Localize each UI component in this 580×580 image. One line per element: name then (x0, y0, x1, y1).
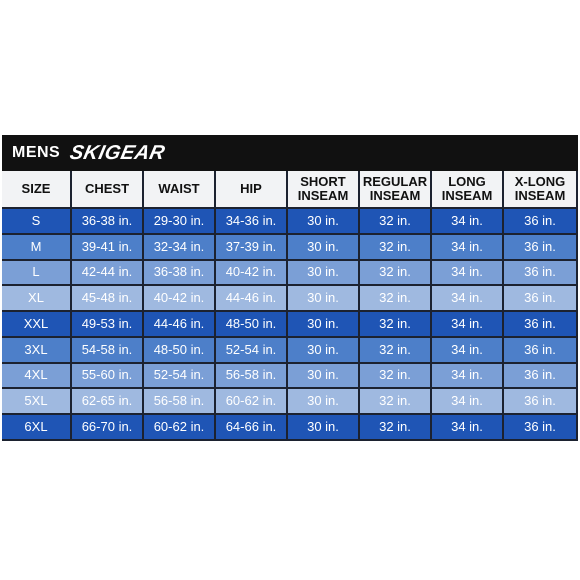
cell-short-inseam: 30 in. (288, 389, 360, 416)
cell-short-inseam: 30 in. (288, 234, 360, 261)
cell-long-inseam: 34 in. (432, 234, 504, 261)
cell-x-long-inseam: 36 in. (504, 415, 578, 441)
cell-chest: 55-60 in. (72, 363, 144, 390)
cell-waist: 44-46 in. (144, 312, 216, 338)
cell-size: 4XL (2, 363, 72, 390)
cell-short-inseam: 30 in. (288, 363, 360, 390)
cell-x-long-inseam: 36 in. (504, 389, 578, 416)
cell-size: M (2, 234, 72, 261)
cell-x-long-inseam: 36 in. (504, 209, 578, 235)
cell-chest: 54-58 in. (72, 337, 144, 364)
cell-size: XL (2, 286, 72, 313)
cell-short-inseam: 30 in. (288, 286, 360, 313)
cell-regular-inseam: 32 in. (360, 389, 432, 416)
header-long-inseam: LONG INSEAM (432, 171, 504, 209)
cell-waist: 56-58 in. (144, 389, 216, 416)
cell-size: XXL (2, 312, 72, 338)
header-regular-inseam: REGULAR INSEAM (360, 171, 432, 209)
cell-hip: 48-50 in. (216, 312, 288, 338)
cell-waist: 52-54 in. (144, 363, 216, 390)
cell-hip: 56-58 in. (216, 363, 288, 390)
cell-chest: 49-53 in. (72, 312, 144, 338)
cell-x-long-inseam: 36 in. (504, 337, 578, 364)
size-table: SIZE CHEST WAIST HIP SHORT INSEAM REGULA… (2, 171, 578, 441)
header-hip: HIP (216, 171, 288, 209)
cell-regular-inseam: 32 in. (360, 415, 432, 441)
cell-long-inseam: 34 in. (432, 312, 504, 338)
cell-chest: 42-44 in. (72, 260, 144, 287)
cell-chest: 39-41 in. (72, 234, 144, 261)
size-chart: MENS SKIGEAR SIZE CHEST WAIST HIP SHORT … (2, 135, 578, 441)
cell-waist: 36-38 in. (144, 260, 216, 287)
cell-size: L (2, 260, 72, 287)
cell-hip: 34-36 in. (216, 209, 288, 235)
cell-x-long-inseam: 36 in. (504, 234, 578, 261)
cell-regular-inseam: 32 in. (360, 337, 432, 364)
cell-x-long-inseam: 36 in. (504, 312, 578, 338)
cell-hip: 64-66 in. (216, 415, 288, 441)
cell-hip: 52-54 in. (216, 337, 288, 364)
cell-size: 6XL (2, 415, 72, 441)
cell-chest: 62-65 in. (72, 389, 144, 416)
cell-long-inseam: 34 in. (432, 337, 504, 364)
header-chest: CHEST (72, 171, 144, 209)
cell-short-inseam: 30 in. (288, 260, 360, 287)
cell-waist: 40-42 in. (144, 286, 216, 313)
cell-chest: 45-48 in. (72, 286, 144, 313)
header-short-inseam: SHORT INSEAM (288, 171, 360, 209)
cell-size: 3XL (2, 337, 72, 364)
header-x-long-inseam: X-LONG INSEAM (504, 171, 578, 209)
cell-waist: 60-62 in. (144, 415, 216, 441)
cell-regular-inseam: 32 in. (360, 312, 432, 338)
cell-x-long-inseam: 36 in. (504, 363, 578, 390)
cell-regular-inseam: 32 in. (360, 363, 432, 390)
cell-x-long-inseam: 36 in. (504, 286, 578, 313)
cell-long-inseam: 34 in. (432, 363, 504, 390)
cell-hip: 40-42 in. (216, 260, 288, 287)
cell-regular-inseam: 32 in. (360, 234, 432, 261)
cell-waist: 48-50 in. (144, 337, 216, 364)
cell-hip: 37-39 in. (216, 234, 288, 261)
cell-waist: 32-34 in. (144, 234, 216, 261)
brand-logo: SKIGEAR (68, 141, 168, 164)
cell-short-inseam: 30 in. (288, 337, 360, 364)
cell-short-inseam: 30 in. (288, 312, 360, 338)
cell-regular-inseam: 32 in. (360, 209, 432, 235)
title-bar: MENS SKIGEAR (2, 135, 578, 171)
cell-short-inseam: 30 in. (288, 209, 360, 235)
cell-chest: 66-70 in. (72, 415, 144, 441)
header-waist: WAIST (144, 171, 216, 209)
cell-long-inseam: 34 in. (432, 389, 504, 416)
cell-hip: 44-46 in. (216, 286, 288, 313)
cell-long-inseam: 34 in. (432, 415, 504, 441)
cell-size: S (2, 209, 72, 235)
cell-waist: 29-30 in. (144, 209, 216, 235)
cell-size: 5XL (2, 389, 72, 416)
cell-x-long-inseam: 36 in. (504, 260, 578, 287)
cell-regular-inseam: 32 in. (360, 260, 432, 287)
cell-chest: 36-38 in. (72, 209, 144, 235)
cell-regular-inseam: 32 in. (360, 286, 432, 313)
cell-short-inseam: 30 in. (288, 415, 360, 441)
cell-long-inseam: 34 in. (432, 260, 504, 287)
cell-long-inseam: 34 in. (432, 209, 504, 235)
header-size: SIZE (2, 171, 72, 209)
cell-hip: 60-62 in. (216, 389, 288, 416)
cell-long-inseam: 34 in. (432, 286, 504, 313)
title-mens: MENS (12, 144, 61, 161)
